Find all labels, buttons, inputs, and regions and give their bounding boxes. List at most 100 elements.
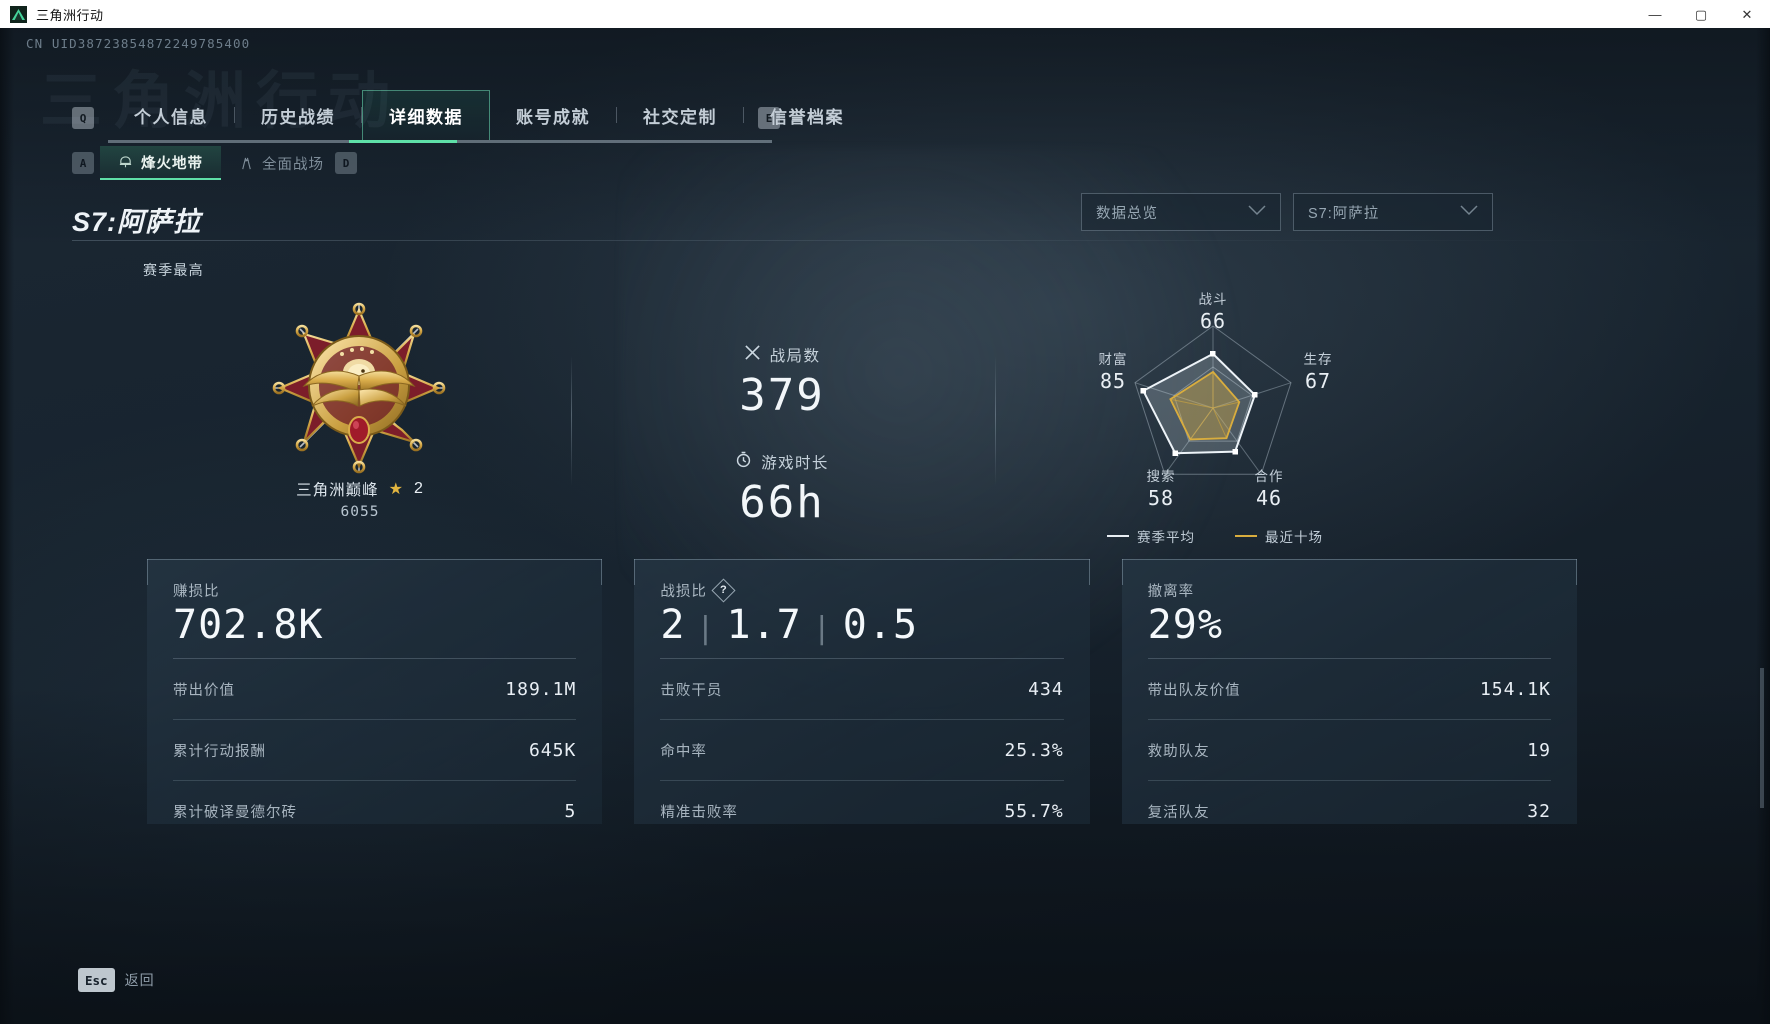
legend-swatch — [1235, 535, 1257, 537]
subtab-operations[interactable]: 烽火地带 — [100, 146, 221, 180]
panel-title: 赚损比 — [173, 584, 220, 600]
esc-keycap: Esc — [78, 968, 115, 992]
radar-axis-wealth: 财富 85 — [1098, 352, 1128, 393]
stat-row: 救助队友 19 — [1147, 720, 1551, 781]
nav-prev-key[interactable]: Q — [72, 107, 94, 129]
helmet-icon — [118, 155, 133, 170]
stat-row: 复活队友 32 — [1147, 801, 1551, 822]
right-edge-vignette — [1756, 28, 1770, 1024]
tab-divider — [361, 107, 362, 123]
panel-divider — [173, 658, 577, 659]
kpi-matches: 战局数 379 — [664, 344, 900, 421]
subtab-label: 全面战场 — [262, 156, 324, 173]
help-icon[interactable]: ? — [711, 578, 736, 603]
stopwatch-icon — [735, 451, 752, 473]
hero-divider-left — [571, 356, 572, 486]
season-value: S7:阿萨拉 — [1308, 205, 1380, 222]
tab-divider — [743, 107, 744, 123]
season-dropdown[interactable]: S7:阿萨拉 — [1293, 193, 1493, 231]
view-mode-dropdown[interactable]: 数据总览 — [1081, 193, 1281, 231]
panel-headline-value: 29% — [1147, 602, 1223, 648]
nav-tablist: 个人信息 历史战绩 详细数据 账号成就 社交定制 信誉档案 — [108, 90, 870, 140]
legend-recent-ten: 最近十场 — [1235, 526, 1323, 546]
subnav-prev-key[interactable]: A — [72, 152, 94, 174]
stat-row: 带出价值 189.1M — [173, 659, 577, 720]
stat-row: 带出队友价值 154.1K — [1147, 659, 1551, 720]
kpi-playtime-label: 游戏时长 — [761, 455, 829, 472]
panel-kd-ratio: 战损比 ? 2 | 1.7 | 0.5 击败干员 434 — [634, 559, 1090, 824]
kpi-matches-value: 379 — [739, 370, 825, 421]
stat-row: 击败干员 434 — [660, 659, 1064, 720]
chevron-down-icon — [1460, 204, 1478, 220]
radar-axis-survival: 生存 67 — [1303, 352, 1333, 393]
page-title: S7:阿萨拉 — [72, 207, 202, 237]
maximize-button[interactable]: ▢ — [1694, 6, 1708, 22]
back-button[interactable]: Esc 返回 — [78, 968, 155, 992]
back-label: 返回 — [124, 972, 155, 988]
account-uid: CN UID38723854872249785400 — [26, 36, 251, 51]
stat-row: 累计破译曼德尔砖 5 — [173, 801, 577, 822]
panel-extraction-rate: 撤离率 29% 带出队友价值 154.1K 救助队友 19 复活队友 32 — [1121, 559, 1578, 824]
background-watermark: 三角洲行动 — [40, 67, 401, 136]
title-divider — [72, 240, 1712, 241]
view-mode-value: 数据总览 — [1096, 205, 1158, 222]
tab-reputation[interactable]: 信誉档案 — [770, 107, 844, 127]
value-separator: | — [812, 611, 832, 646]
stat-row: 命中率 25.3% — [660, 720, 1064, 781]
panel-title: 战损比 — [660, 584, 707, 600]
page-content: 三角洲行动 CN UID38723854872249785400 Q E 个人信… — [0, 28, 1770, 1024]
tab-divider — [616, 107, 617, 123]
panel-profit-ratio: 赚损比 702.8K 带出价值 189.1M 累计行动报酬 645K 累计破译曼… — [147, 559, 603, 824]
tab-divider — [234, 107, 235, 123]
value-separator: | — [696, 611, 716, 646]
medal-rank-name: 三角洲巅峰 — [296, 482, 379, 499]
season-best-label: 赛季最高 — [143, 262, 204, 278]
nav-underline — [108, 140, 772, 143]
panel-headline-value: 2 | 1.7 | 0.5 — [660, 602, 919, 648]
scrollbar-thumb[interactable] — [1760, 668, 1764, 808]
app-background: 三角洲行动 CN UID38723854872249785400 Q E 个人信… — [0, 28, 1770, 1024]
panel-headline-value: 702.8K — [173, 602, 324, 648]
titlebar-left: 三角洲行动 — [0, 5, 1632, 24]
tab-social[interactable]: 社交定制 — [643, 107, 717, 127]
star-icon: ★ — [388, 481, 404, 498]
window-titlebar: 三角洲行动 — ▢ ✕ — [0, 0, 1770, 28]
close-button[interactable]: ✕ — [1741, 6, 1753, 22]
left-edge-vignette — [0, 28, 14, 1024]
stat-row: 精准击败率 55.7% — [660, 801, 1064, 822]
legend-swatch — [1107, 535, 1129, 537]
window-title: 三角洲行动 — [36, 7, 104, 23]
crossed-swords-icon — [744, 344, 761, 366]
minimize-button[interactable]: — — [1648, 6, 1662, 22]
delta-triangle-icon — [10, 5, 27, 23]
stat-row: 累计行动报酬 645K — [173, 720, 577, 781]
tab-achievements[interactable]: 账号成就 — [516, 107, 590, 127]
stat-panels: 赚损比 702.8K 带出价值 189.1M 累计行动报酬 645K 累计破译曼… — [147, 559, 1578, 824]
panel-title: 撤离率 — [1147, 584, 1195, 600]
nav-next-key[interactable]: E — [758, 107, 780, 129]
tab-detailed-data[interactable]: 详细数据 — [362, 90, 490, 140]
subnav-tablist: 烽火地带 全面战场 — [100, 146, 342, 180]
subnav-next-key[interactable]: D — [335, 152, 357, 174]
tab-history[interactable]: 历史战绩 — [261, 107, 335, 127]
kpi-playtime: 游戏时长 66h — [664, 451, 900, 528]
subtab-label: 烽火地带 — [141, 155, 203, 172]
medal-rank: 三角洲巅峰 ★ 2 — [200, 478, 520, 500]
legend-season-average: 赛季平均 — [1107, 526, 1195, 546]
nav-active-indicator — [349, 140, 457, 143]
kpi-playtime-value: 66h — [739, 477, 825, 528]
medal-score: 6055 — [340, 504, 380, 520]
main-nav: Q E 个人信息 历史战绩 详细数据 账号成就 社交定制 信誉档案 — [72, 90, 1702, 146]
panel-divider — [1147, 658, 1551, 659]
radar-axis-combat: 战斗 66 — [1198, 292, 1228, 333]
radar-legend: 赛季平均 最近十场 — [1080, 526, 1350, 546]
tab-personal-info[interactable]: 个人信息 — [134, 107, 208, 127]
chevron-down-icon — [1248, 204, 1266, 220]
medal-star-count: 2 — [413, 480, 424, 497]
radar-axis-teamwork: 合作 46 — [1254, 469, 1284, 510]
panel-divider — [660, 658, 1064, 659]
subtab-warfare[interactable]: 全面战场 — [221, 146, 342, 180]
crossed-flags-icon — [239, 156, 254, 171]
gold-eagle-medal-icon — [264, 294, 454, 482]
radar-axis-search: 搜索 58 — [1146, 469, 1176, 510]
